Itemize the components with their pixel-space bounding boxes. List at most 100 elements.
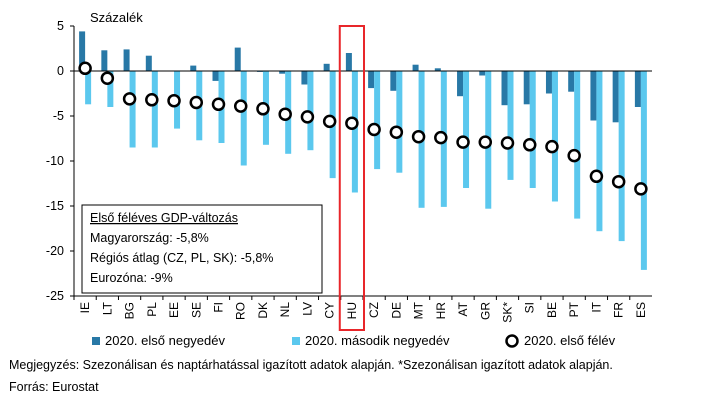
bar-q1-DE <box>390 71 397 91</box>
marker-h1-AT <box>456 135 470 149</box>
marker-h1-DE <box>389 125 404 139</box>
x-tick-label: IE <box>78 302 92 313</box>
y-tick-label: -20 <box>46 244 64 258</box>
marker-h1-ES <box>634 182 648 196</box>
x-tick-label: GR <box>478 302 492 320</box>
x-tick-label: SE <box>189 302 203 318</box>
x-tick-label: FR <box>612 302 626 318</box>
bar-q2-FR <box>618 71 625 242</box>
source-note: Forrás: Eurostat <box>9 380 99 394</box>
marker-h1-SI <box>522 138 537 152</box>
bar-q1-CY <box>323 63 330 71</box>
marker-h1-MT <box>411 129 426 144</box>
marker-h1-EE <box>167 93 181 108</box>
bar-q2-DE <box>396 71 403 173</box>
bar-q2-SK <box>507 71 514 180</box>
y-tick-label: -5 <box>53 109 64 123</box>
legend-label-q2: 2020. második negyedév <box>305 333 450 348</box>
annotation-line-regional: Régiós átlag (CZ, PL, SK): -5,8% <box>90 251 273 265</box>
annotation-line-eurozone: Eurozóna: -9% <box>90 271 173 285</box>
bar-q1-LT <box>101 50 108 71</box>
y-tick-label: 5 <box>57 19 64 33</box>
bar-q2-HU <box>351 71 358 193</box>
bar-q1-PT <box>568 71 575 92</box>
x-tick-label: BE <box>545 302 559 318</box>
marker-h1-HU <box>345 116 359 130</box>
marker-h1-FI <box>211 97 226 112</box>
bar-q1-IT <box>590 71 597 121</box>
bar-q1-SI <box>523 71 530 105</box>
marker-h1-CY <box>322 114 337 129</box>
bar-q1-MT <box>412 64 419 71</box>
bar-q1-SK <box>501 71 508 106</box>
x-tick-label: IT <box>589 301 603 312</box>
x-tick-label: FI <box>212 302 226 313</box>
bar-q1-RO <box>234 47 241 71</box>
bar-q1-BE <box>545 71 552 94</box>
x-tick-label: PT <box>567 301 581 317</box>
marker-h1-BE <box>545 139 559 154</box>
marker-h1-SE <box>189 95 204 110</box>
bar-q2-SI <box>529 71 536 188</box>
x-tick-label: LT <box>100 301 114 315</box>
bar-q1-ES <box>634 71 641 107</box>
x-tick-label: AT <box>456 301 470 316</box>
y-tick-label: -10 <box>46 154 64 168</box>
annotation-box-frame <box>81 204 323 294</box>
marker-h1-CZ <box>367 122 381 137</box>
bar-q2-LT <box>107 71 114 107</box>
highlight-layer <box>338 25 365 331</box>
marker-h1-DK <box>256 102 270 116</box>
bar-q2-ES <box>640 71 647 270</box>
bar-q2-IT <box>596 71 603 232</box>
bar-q1-PL <box>145 55 152 71</box>
markers-layer <box>78 61 648 196</box>
x-tick-label: SI <box>523 302 537 313</box>
marker-h1-SK <box>500 136 515 150</box>
bar-q2-CZ <box>374 71 381 170</box>
bar-q2-BE <box>551 71 558 202</box>
marker-h1-BG <box>122 92 137 106</box>
y-tick-label: -25 <box>46 289 64 303</box>
footnote: Megjegyzés: Szezonálisan és naptárhatáss… <box>9 358 613 372</box>
bar-q1-GR <box>479 71 486 76</box>
x-tick-label: CY <box>323 302 337 319</box>
x-tick-label: ES <box>634 302 648 318</box>
legend-marker-h1 <box>505 334 519 348</box>
x-tick-label: HR <box>434 302 448 320</box>
x-tick-label: CZ <box>367 302 381 318</box>
bar-q2-LV <box>307 71 314 151</box>
highlight-frame-hu <box>338 25 365 331</box>
bar-q1-CZ <box>368 71 375 89</box>
y-axis-label: Százalék <box>90 10 143 25</box>
x-tick-label: DE <box>389 302 403 319</box>
marker-h1-HR <box>434 130 448 145</box>
bar-q1-AT <box>457 71 464 97</box>
x-tick-label: EE <box>167 302 181 318</box>
annotation-title: Első féléves GDP-változás <box>90 211 238 225</box>
annotation-box: Első féléves GDP-változás Magyarország: … <box>81 204 323 294</box>
x-tick-label: BG <box>123 302 137 319</box>
bar-q1-IE <box>79 31 86 71</box>
marker-h1-PL <box>145 93 159 107</box>
marker-h1-IT <box>589 169 604 184</box>
legend: 2020. első negyedév 2020. második negyedé… <box>92 333 616 348</box>
bar-q1-FR <box>612 71 619 123</box>
legend-label-h1: 2020. első félév <box>524 333 616 348</box>
x-tick-label: SK* <box>501 302 515 323</box>
bar-q1-FI <box>212 71 219 81</box>
bar-q1-SE <box>190 65 197 71</box>
marker-h1-GR <box>478 135 493 149</box>
bar-q1-HR <box>434 68 441 71</box>
x-tick-label: DK <box>256 302 270 319</box>
y-tick-label: -15 <box>46 199 64 213</box>
marker-h1-RO <box>233 99 248 113</box>
marker-h1-PT <box>567 148 581 163</box>
x-tick-label: HU <box>345 302 359 319</box>
y-tick-label: 0 <box>57 64 64 78</box>
legend-swatch-q2 <box>292 337 300 345</box>
bar-q2-RO <box>240 71 247 166</box>
x-tick-label: MT <box>412 301 426 319</box>
bar-q1-HU <box>345 53 352 71</box>
annotation-line-hungary: Magyarország: -5,8% <box>90 231 209 245</box>
